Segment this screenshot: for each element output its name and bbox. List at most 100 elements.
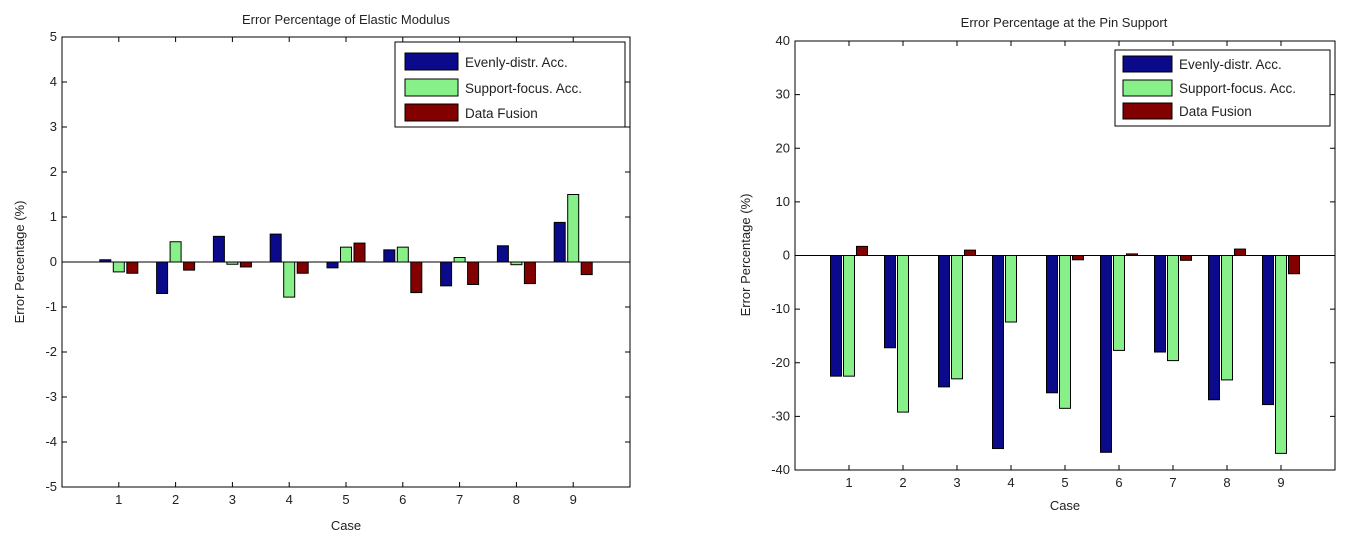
- bar-fusion-case-8: [523, 261, 536, 285]
- x-axis-label: Case: [1050, 498, 1080, 513]
- x-tick-label: 3: [229, 492, 236, 507]
- y-tick-label: 20: [776, 140, 790, 155]
- bar-fusion-case-5: [1072, 255, 1084, 261]
- legend-label-support: Support-focus. Acc.: [1179, 81, 1296, 96]
- bar-evenly-case-5: [1046, 255, 1058, 394]
- y-tick-label: 0: [50, 254, 57, 269]
- bar-evenly-case-9: [553, 221, 566, 263]
- x-tick-label: 3: [953, 475, 960, 490]
- bar-support-case-3: [951, 255, 963, 380]
- x-tick-label: 6: [1115, 475, 1122, 490]
- bar-support-case-4: [283, 261, 296, 298]
- legend-swatch-evenly: [404, 52, 459, 71]
- bar-support-case-7: [1167, 255, 1179, 362]
- legend: Evenly-distr. Acc. Support-focus. Acc. D…: [394, 41, 626, 128]
- y-tick-label: 2: [50, 164, 57, 179]
- bar-fusion-case-7: [1180, 255, 1192, 261]
- x-tick-label: 5: [342, 492, 349, 507]
- bar-support-case-8: [1221, 255, 1233, 381]
- y-tick-label: 1: [50, 209, 57, 224]
- bar-evenly-case-4: [269, 233, 282, 263]
- bar-evenly-case-2: [156, 261, 169, 294]
- x-tick-label: 6: [399, 492, 406, 507]
- bar-fusion-case-2: [183, 261, 196, 271]
- x-tick-label: 5: [1061, 475, 1068, 490]
- y-tick-label: 4: [50, 74, 57, 89]
- legend: Evenly-distr. Acc. Support-focus. Acc. D…: [1114, 49, 1331, 127]
- bar-support-case-5: [1059, 255, 1071, 409]
- bar-support-case-4: [1005, 255, 1017, 323]
- bar-evenly-case-9: [1262, 255, 1274, 406]
- bar-fusion-case-6: [410, 261, 423, 294]
- y-axis-label: Error Percentage (%): [12, 201, 27, 324]
- x-tick-label: 7: [1169, 475, 1176, 490]
- chart-title: Error Percentage at the Pin Support: [961, 15, 1168, 30]
- bar-evenly-case-8: [496, 245, 509, 263]
- legend-swatch-fusion: [404, 103, 459, 122]
- y-tick-label: -4: [45, 434, 57, 449]
- y-tick-label: -2: [45, 344, 57, 359]
- bar-evenly-case-8: [1208, 255, 1220, 401]
- bar-support-case-5: [340, 246, 352, 263]
- bar-support-case-1: [843, 255, 855, 377]
- bar-support-case-7: [453, 257, 466, 263]
- y-tick-label: -5: [45, 479, 57, 494]
- bar-support-case-9: [1275, 255, 1287, 454]
- legend-label-evenly: Evenly-distr. Acc.: [1179, 57, 1282, 72]
- bar-fusion-case-8: [1234, 248, 1246, 257]
- legend-label-evenly: Evenly-distr. Acc.: [465, 55, 568, 70]
- bar-evenly-case-2: [884, 255, 896, 349]
- bar-support-case-6: [396, 246, 409, 263]
- y-tick-label: -10: [771, 301, 790, 316]
- legend-swatch-fusion: [1122, 102, 1173, 120]
- x-tick-label: 8: [513, 492, 520, 507]
- legend-label-fusion: Data Fusion: [465, 106, 538, 121]
- legend-swatch-support: [1122, 79, 1173, 97]
- y-tick-label: -40: [771, 462, 790, 477]
- y-tick-label: 10: [776, 194, 790, 209]
- bar-evenly-case-7: [440, 261, 453, 287]
- y-tick-label: -3: [45, 389, 57, 404]
- x-tick-label: 8: [1223, 475, 1230, 490]
- bar-evenly-case-5: [326, 261, 339, 269]
- legend-swatch-support: [404, 78, 459, 97]
- bar-evenly-case-7: [1154, 255, 1166, 353]
- bar-evenly-case-3: [212, 235, 225, 263]
- bar-support-case-9: [567, 194, 580, 263]
- x-tick-label: 1: [115, 492, 122, 507]
- bar-evenly-case-6: [1100, 255, 1112, 453]
- bar-fusion-case-9: [580, 261, 593, 276]
- chart-elastic-modulus: Error Percentage of Elastic Modulus Case…: [12, 12, 631, 533]
- bar-evenly-case-1: [830, 255, 842, 377]
- y-tick-label: 3: [50, 119, 57, 134]
- x-tick-label: 7: [456, 492, 463, 507]
- bar-evenly-case-3: [938, 255, 950, 388]
- x-tick-label: 2: [899, 475, 906, 490]
- legend-label-support: Support-focus. Acc.: [465, 81, 582, 96]
- legend-label-fusion: Data Fusion: [1179, 104, 1252, 119]
- y-tick-label: -1: [45, 299, 57, 314]
- y-tick-label: 0: [783, 248, 790, 263]
- x-axis-label: Case: [331, 518, 361, 533]
- bar-evenly-case-4: [992, 255, 1004, 450]
- y-axis-label: Error Percentage (%): [738, 194, 753, 317]
- y-tick-label: 30: [776, 87, 790, 102]
- y-tick-label: 5: [50, 29, 57, 44]
- x-tick-label: 9: [570, 492, 577, 507]
- x-tick-label: 4: [286, 492, 293, 507]
- bar-fusion-case-1: [856, 245, 868, 256]
- y-tick-label: -30: [771, 408, 790, 423]
- x-tick-label: 1: [845, 475, 852, 490]
- bar-fusion-case-1: [126, 261, 139, 274]
- bar-fusion-case-3: [964, 249, 976, 256]
- y-tick-label: 40: [776, 33, 790, 48]
- x-tick-label: 2: [172, 492, 179, 507]
- bar-support-case-1: [112, 261, 125, 273]
- x-tick-label: 4: [1007, 475, 1014, 490]
- bar-fusion-case-3: [239, 261, 252, 268]
- x-tick-label: 9: [1277, 475, 1284, 490]
- chart-pin-support: Error Percentage at the Pin Support Case…: [738, 15, 1336, 513]
- bar-support-case-6: [1113, 255, 1125, 351]
- chart-title: Error Percentage of Elastic Modulus: [242, 12, 451, 27]
